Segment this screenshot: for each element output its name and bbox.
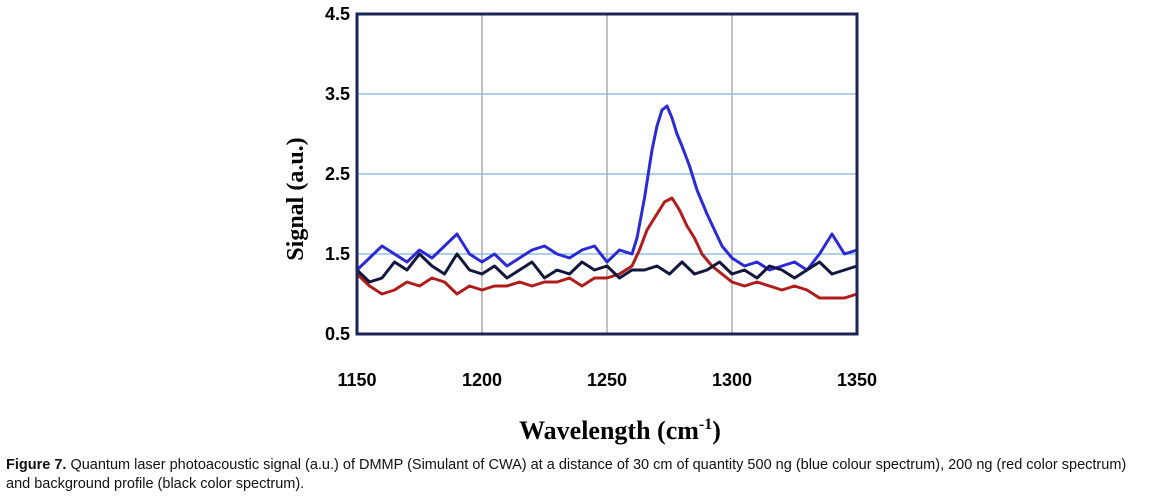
figure-label: Figure 7. [6,457,67,473]
x-tick-label: 1300 [712,370,752,390]
y-tick-label: 3.5 [325,84,350,104]
figure-caption-text: Quantum laser photoacoustic signal (a.u.… [6,457,1127,492]
x-axis-label-main: Wavelength (cm [519,416,699,445]
x-tick-label: 1350 [837,370,877,390]
series-line-3 [355,252,859,284]
figure-caption: Figure 7. Quantum laser photoacoustic si… [6,456,1150,494]
plot-frame [355,12,859,336]
x-axis-label-sup: -1 [699,416,712,433]
series-line-1 [355,104,859,272]
x-axis-label-suffix: ) [712,416,721,445]
x-tick-label: 1250 [587,370,627,390]
y-tick-label: 2.5 [325,164,350,184]
chart: 0.5 1.5 2.5 3.5 4.5 1150 1200 1250 1300 1350 Sig… [283,4,877,445]
y-tick-labels: 0.5 1.5 2.5 3.5 4.5 [325,4,350,344]
y-tick-label: 1.5 [325,244,350,264]
x-tick-labels: 1150 1200 1250 1300 1350 [337,370,877,390]
y-tick-label: 4.5 [325,4,350,24]
x-axis-label: Wavelength (cm-1) [519,416,721,445]
x-tick-label: 1150 [337,370,376,390]
x-tick-label: 1200 [462,370,502,390]
series-line-2 [355,196,859,300]
grid [357,14,857,334]
y-axis-label: Signal (a.u.) [283,137,309,260]
series-group [355,104,859,300]
y-tick-label: 0.5 [325,324,350,344]
